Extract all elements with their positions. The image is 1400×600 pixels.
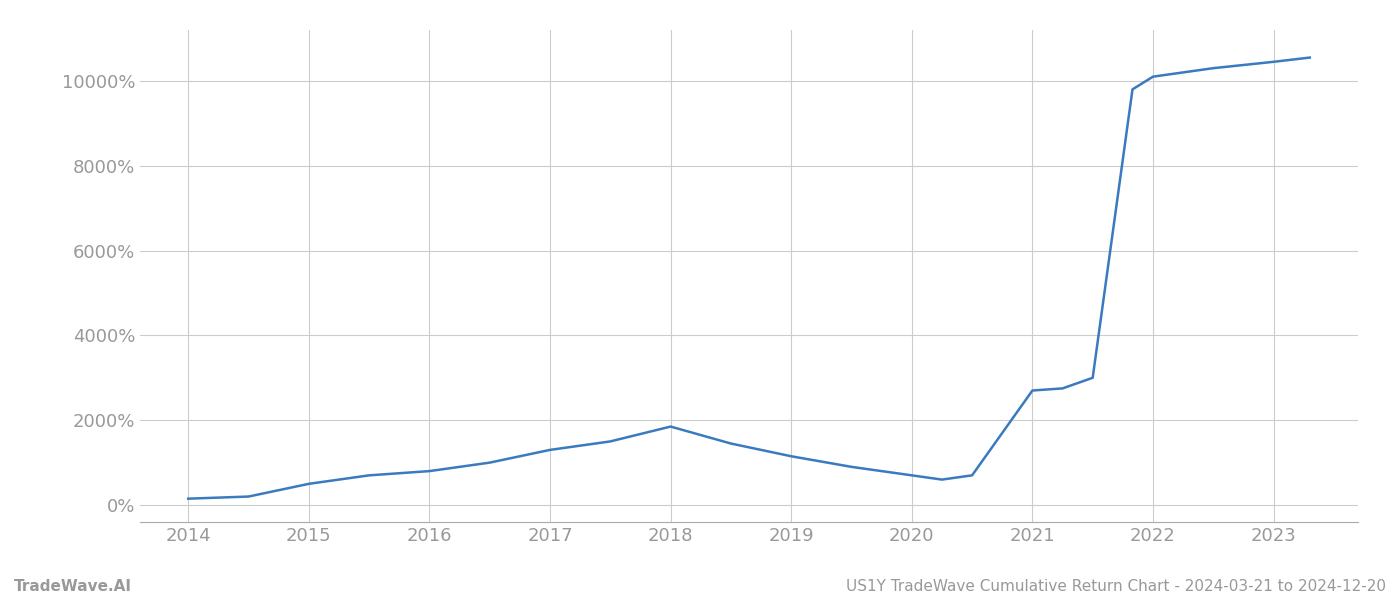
Text: TradeWave.AI: TradeWave.AI xyxy=(14,579,132,594)
Text: US1Y TradeWave Cumulative Return Chart - 2024-03-21 to 2024-12-20: US1Y TradeWave Cumulative Return Chart -… xyxy=(846,579,1386,594)
